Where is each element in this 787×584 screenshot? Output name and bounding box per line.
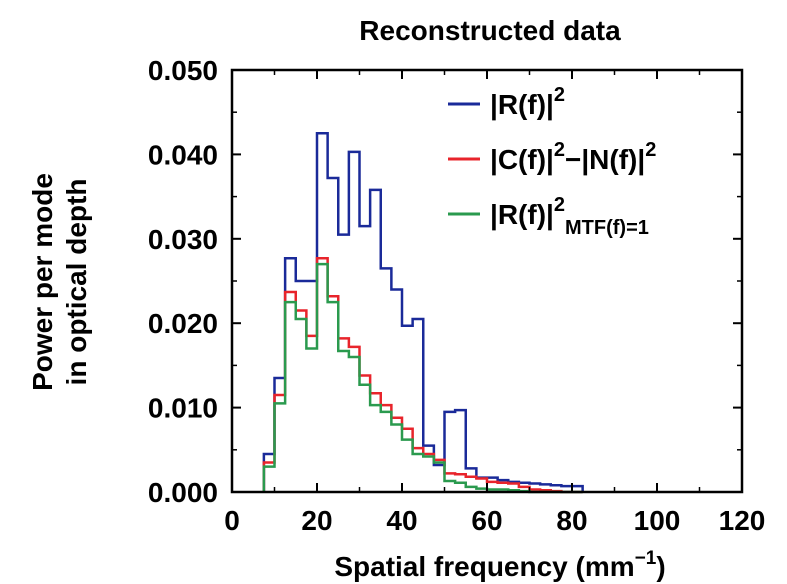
x-tick-label: 120 (719, 505, 766, 536)
x-axis-label-close: ) (656, 551, 665, 582)
legend-label-0: |R(f)|2 (490, 84, 565, 120)
legend: |R(f)|2 |C(f)|2−|N(f)|2 |R(f)|2MTF(f)=1 (448, 84, 656, 239)
series-2-step-line (262, 262, 583, 494)
x-tick-label: 60 (471, 505, 502, 536)
axes: 0 20 40 60 80 100 120 0.000 0.010 0.020 0.030 0.040… (148, 55, 765, 536)
y-tick-label: 0.050 (148, 55, 218, 86)
y-tick-label: 0.040 (148, 139, 218, 170)
chart-title: Reconstructed data (359, 15, 621, 46)
x-axis-label-exponent: −1 (635, 548, 657, 569)
legend-label-1: |C(f)|2−|N(f)|2 (490, 139, 656, 175)
x-tick-label: 40 (386, 505, 417, 536)
y-axis-label: Power per mode in optical depth (27, 173, 92, 391)
x-tick-label: 80 (556, 505, 587, 536)
y-tick-label: 0.020 (148, 308, 218, 339)
y-axis-label-line1: Power per mode (27, 173, 58, 391)
series-1-step-line (262, 256, 583, 494)
x-tick-label: 20 (301, 505, 332, 536)
x-tick-label: 100 (634, 505, 681, 536)
y-axis-label-line2: in optical depth (61, 179, 92, 386)
y-tick-label: 0.010 (148, 393, 218, 424)
series-0-step-line (262, 132, 584, 492)
x-tick-label: 0 (224, 505, 240, 536)
y-tick-label: 0.030 (148, 224, 218, 255)
x-axis-label: Spatial frequency (mm−1) (334, 548, 665, 582)
x-axis-label-main: Spatial frequency (mm (334, 551, 634, 582)
plot-area (262, 132, 584, 494)
legend-label-2: |R(f)|2MTF(f)=1 (490, 194, 649, 239)
y-tick-label: 0.000 (148, 477, 218, 508)
